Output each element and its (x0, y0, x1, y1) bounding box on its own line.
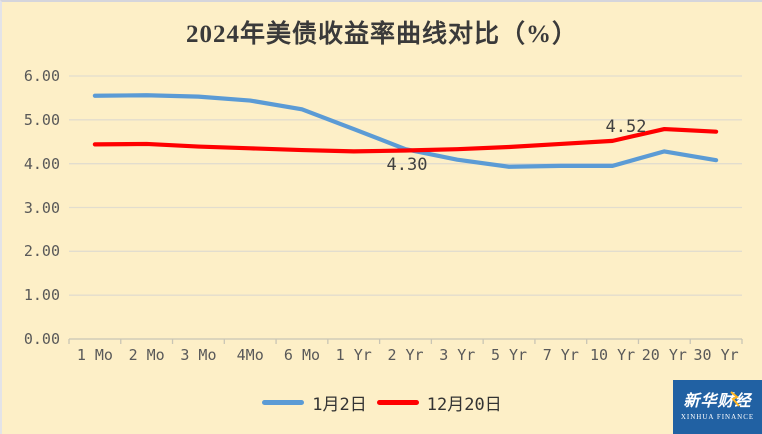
y-tick-label: 0.00 (23, 330, 60, 348)
data-label-2yr: 4.30 (386, 155, 428, 175)
legend-line-swatch (376, 399, 419, 405)
logo-text-en: XINHUA FINANCE (680, 413, 755, 421)
y-tick-label: 2.00 (23, 242, 60, 261)
x-tick-label: 7 Yr (542, 346, 579, 364)
legend-item-0: 1月2日 (262, 390, 367, 415)
x-tick-label: 2 Mo (128, 346, 165, 364)
logo-text-cn: 新华财经 (683, 391, 752, 410)
x-tick-label: 1 Yr (335, 346, 372, 364)
x-tick-label: 5 Yr (490, 346, 528, 364)
legend-line-swatch (262, 399, 305, 405)
x-tick-label: 4Mo (236, 346, 264, 364)
y-tick-label: 1.00 (23, 286, 60, 305)
series-line-1 (92, 126, 719, 154)
legend-item-1: 12月20日 (376, 390, 502, 415)
lightning-icon (730, 391, 740, 407)
legend-label: 12月20日 (426, 394, 502, 415)
chart-title: 2024年美债收益率曲线对比（%） (185, 21, 578, 48)
x-tick-label: 3 Yr (439, 346, 476, 364)
chart-legend: 1月2日 12月20日 (2, 390, 762, 415)
legend-label: 1月2日 (312, 394, 367, 415)
xinhua-finance-logo: 新华财经 XINHUA FINANCE (673, 380, 762, 434)
x-tick-label: 3 Mo (180, 346, 217, 364)
y-tick-label: 3.00 (23, 198, 60, 217)
y-tick-label: 6.00 (23, 67, 60, 85)
x-tick-label: 20 Yr (641, 346, 687, 364)
y-tick-label: 5.00 (23, 110, 60, 129)
x-tick-label: 2 Yr (387, 346, 424, 364)
y-tick-label: 4.00 (23, 154, 60, 173)
data-label-10yr: 4.52 (605, 117, 647, 137)
x-tick-label: 10 Yr (589, 346, 636, 364)
x-tick-label: 30 Yr (693, 346, 739, 364)
x-tick-label: 1 Mo (76, 346, 113, 364)
x-tick-label: 6 Mo (283, 346, 321, 364)
